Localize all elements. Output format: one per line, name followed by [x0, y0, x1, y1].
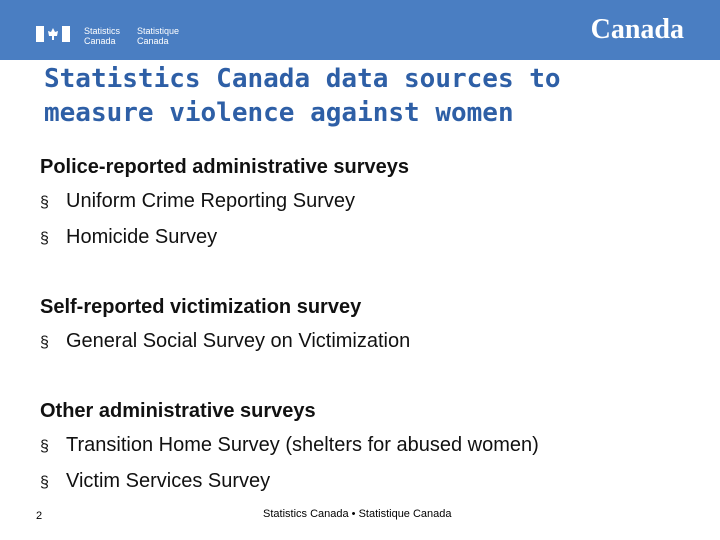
- section-heading: Other administrative surveys: [40, 400, 316, 422]
- list-item: § Transition Home Survey (shelters for ab…: [40, 428, 539, 464]
- wordmark: Canada: [590, 14, 684, 45]
- bullet: §: [40, 194, 49, 211]
- spacer: [40, 256, 539, 290]
- section-heading: Police-reported administrative surveys: [40, 156, 410, 178]
- header-bar: Statistics Canada Statistique Canada Canad…: [0, 0, 720, 60]
- list-item: § General Social Survey on Victimization: [40, 324, 539, 360]
- brand-fr: Statistique Canada: [137, 26, 179, 46]
- footer-text: Statistics Canada • Statistique Canada: [263, 508, 452, 520]
- item-text: Homicide Survey: [66, 226, 218, 248]
- list-item: § Homicide Survey: [40, 220, 539, 256]
- item-text: Uniform Crime Reporting Survey: [66, 190, 355, 212]
- bullet: §: [40, 334, 49, 351]
- page-number: 2: [36, 510, 43, 522]
- brand-text: Statistique: [137, 26, 180, 36]
- item-text: Transition Home Survey (shelters for abu…: [66, 434, 539, 456]
- item-text: General Social Survey on Victimization: [66, 330, 411, 352]
- flag-icon: [36, 26, 70, 42]
- brand-text: Canada: [84, 36, 116, 46]
- list-item: § Uniform Crime Reporting Survey: [40, 184, 539, 220]
- bullet: §: [40, 230, 49, 247]
- bullet: §: [40, 438, 49, 455]
- bullet: §: [40, 474, 49, 491]
- brand-text: Statistics: [84, 26, 121, 36]
- slide-title: Statistics Canada data sources to measur…: [44, 64, 561, 128]
- spacer: [40, 360, 539, 394]
- list-item: § Victim Services Survey: [40, 464, 539, 500]
- content: Police-reported administrative surveys § U…: [40, 150, 539, 500]
- brand-en: Statistics Canada: [84, 26, 120, 46]
- section-heading: Self-reported victimization survey: [40, 296, 362, 318]
- brand-text: Canada: [137, 36, 169, 46]
- item-text: Victim Services Survey: [66, 470, 271, 492]
